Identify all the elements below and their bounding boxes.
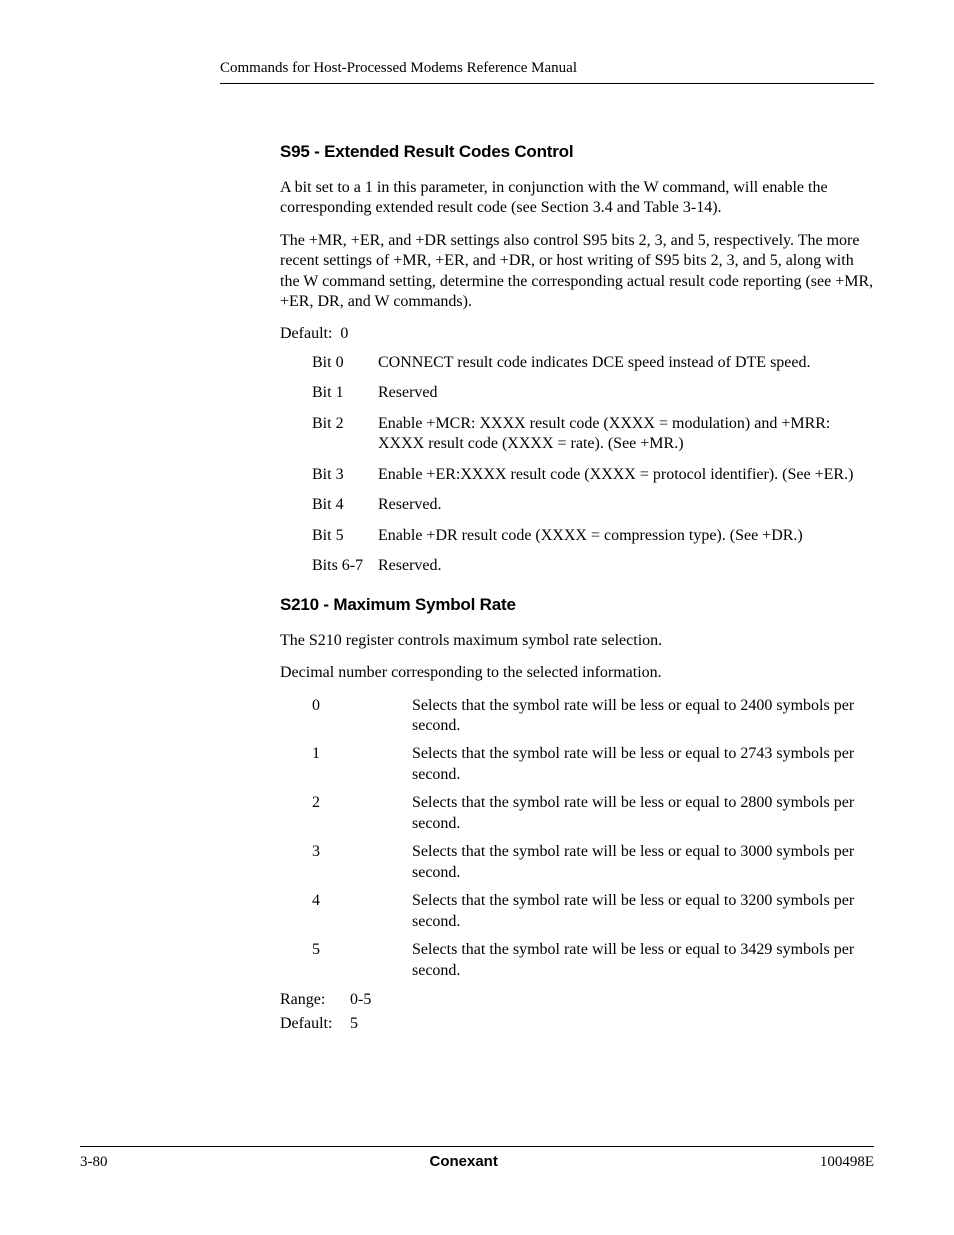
running-head: Commands for Host-Processed Modems Refer…	[220, 60, 874, 77]
s95-para2: The +MR, +ER, and +DR settings also cont…	[280, 231, 874, 313]
bit-row: Bit 1 Reserved	[312, 383, 874, 403]
page-header: Commands for Host-Processed Modems Refer…	[220, 60, 874, 84]
page: Commands for Host-Processed Modems Refer…	[0, 0, 954, 1235]
footer-center: Conexant	[429, 1153, 497, 1170]
bit-key: Bit 0	[312, 353, 378, 373]
s95-para1: A bit set to a 1 in this parameter, in c…	[280, 178, 874, 219]
s210-row: 1 Selects that the symbol rate will be l…	[312, 744, 874, 785]
bit-row: Bit 2 Enable +MCR: XXXX result code (XXX…	[312, 414, 874, 455]
s210-key: 3	[312, 842, 412, 862]
bit-desc: Reserved.	[378, 556, 874, 576]
bit-desc: Enable +DR result code (XXXX = compressi…	[378, 526, 874, 546]
s210-range-label: Range:	[280, 991, 350, 1009]
s210-key: 2	[312, 793, 412, 813]
s210-desc: Selects that the symbol rate will be les…	[412, 940, 874, 981]
footer-rule	[80, 1146, 874, 1147]
footer-right: 100498E	[820, 1154, 874, 1171]
bit-key: Bits 6-7	[312, 556, 378, 576]
footer-row: 3-80 Conexant 100498E	[80, 1153, 874, 1171]
s210-range-value: 0-5	[350, 991, 371, 1008]
s95-bit-table: Bit 0 CONNECT result code indicates DCE …	[312, 353, 874, 577]
s210-desc: Selects that the symbol rate will be les…	[412, 744, 874, 785]
s210-desc: Selects that the symbol rate will be les…	[412, 891, 874, 932]
s95-title: S95 - Extended Result Codes Control	[280, 142, 874, 162]
s210-key: 0	[312, 696, 412, 716]
s210-key: 1	[312, 744, 412, 764]
s210-key: 5	[312, 940, 412, 960]
bit-desc: Reserved	[378, 383, 874, 403]
s210-row: 2 Selects that the symbol rate will be l…	[312, 793, 874, 834]
bit-key: Bit 3	[312, 465, 378, 485]
bit-row: Bit 0 CONNECT result code indicates DCE …	[312, 353, 874, 373]
s210-key: 4	[312, 891, 412, 911]
s210-row: 5 Selects that the symbol rate will be l…	[312, 940, 874, 981]
s210-para2: Decimal number corresponding to the sele…	[280, 663, 874, 683]
s210-row: 0 Selects that the symbol rate will be l…	[312, 696, 874, 737]
s95-default-value: 0	[340, 325, 348, 342]
page-footer: 3-80 Conexant 100498E	[80, 1146, 874, 1171]
s210-table: 0 Selects that the symbol rate will be l…	[312, 696, 874, 982]
s210-row: 4 Selects that the symbol rate will be l…	[312, 891, 874, 932]
bit-key: Bit 2	[312, 414, 378, 434]
bit-row: Bit 3 Enable +ER:XXXX result code (XXXX …	[312, 465, 874, 485]
s210-title: S210 - Maximum Symbol Rate	[280, 595, 874, 615]
s210-desc: Selects that the symbol rate will be les…	[412, 696, 874, 737]
bit-desc: Reserved.	[378, 495, 874, 515]
s210-range: Range:0-5	[280, 991, 874, 1009]
s210-row: 3 Selects that the symbol rate will be l…	[312, 842, 874, 883]
s210-default-value: 5	[350, 1015, 358, 1032]
s95-default-label: Default:	[280, 325, 332, 342]
s210-default: Default:5	[280, 1015, 874, 1033]
bit-row: Bit 5 Enable +DR result code (XXXX = com…	[312, 526, 874, 546]
s210-default-label: Default:	[280, 1015, 350, 1033]
bit-key: Bit 4	[312, 495, 378, 515]
s210-desc: Selects that the symbol rate will be les…	[412, 842, 874, 883]
s210-desc: Selects that the symbol rate will be les…	[412, 793, 874, 834]
bit-key: Bit 1	[312, 383, 378, 403]
bit-row: Bit 4 Reserved.	[312, 495, 874, 515]
bit-desc: Enable +ER:XXXX result code (XXXX = prot…	[378, 465, 874, 485]
page-content: S95 - Extended Result Codes Control A bi…	[280, 84, 874, 1033]
s210-para1: The S210 register controls maximum symbo…	[280, 631, 874, 651]
bit-desc: CONNECT result code indicates DCE speed …	[378, 353, 874, 373]
bit-row: Bits 6-7 Reserved.	[312, 556, 874, 576]
footer-left: 3-80	[80, 1154, 108, 1171]
bit-desc: Enable +MCR: XXXX result code (XXXX = mo…	[378, 414, 874, 455]
s95-default: Default: 0	[280, 325, 874, 343]
bit-key: Bit 5	[312, 526, 378, 546]
